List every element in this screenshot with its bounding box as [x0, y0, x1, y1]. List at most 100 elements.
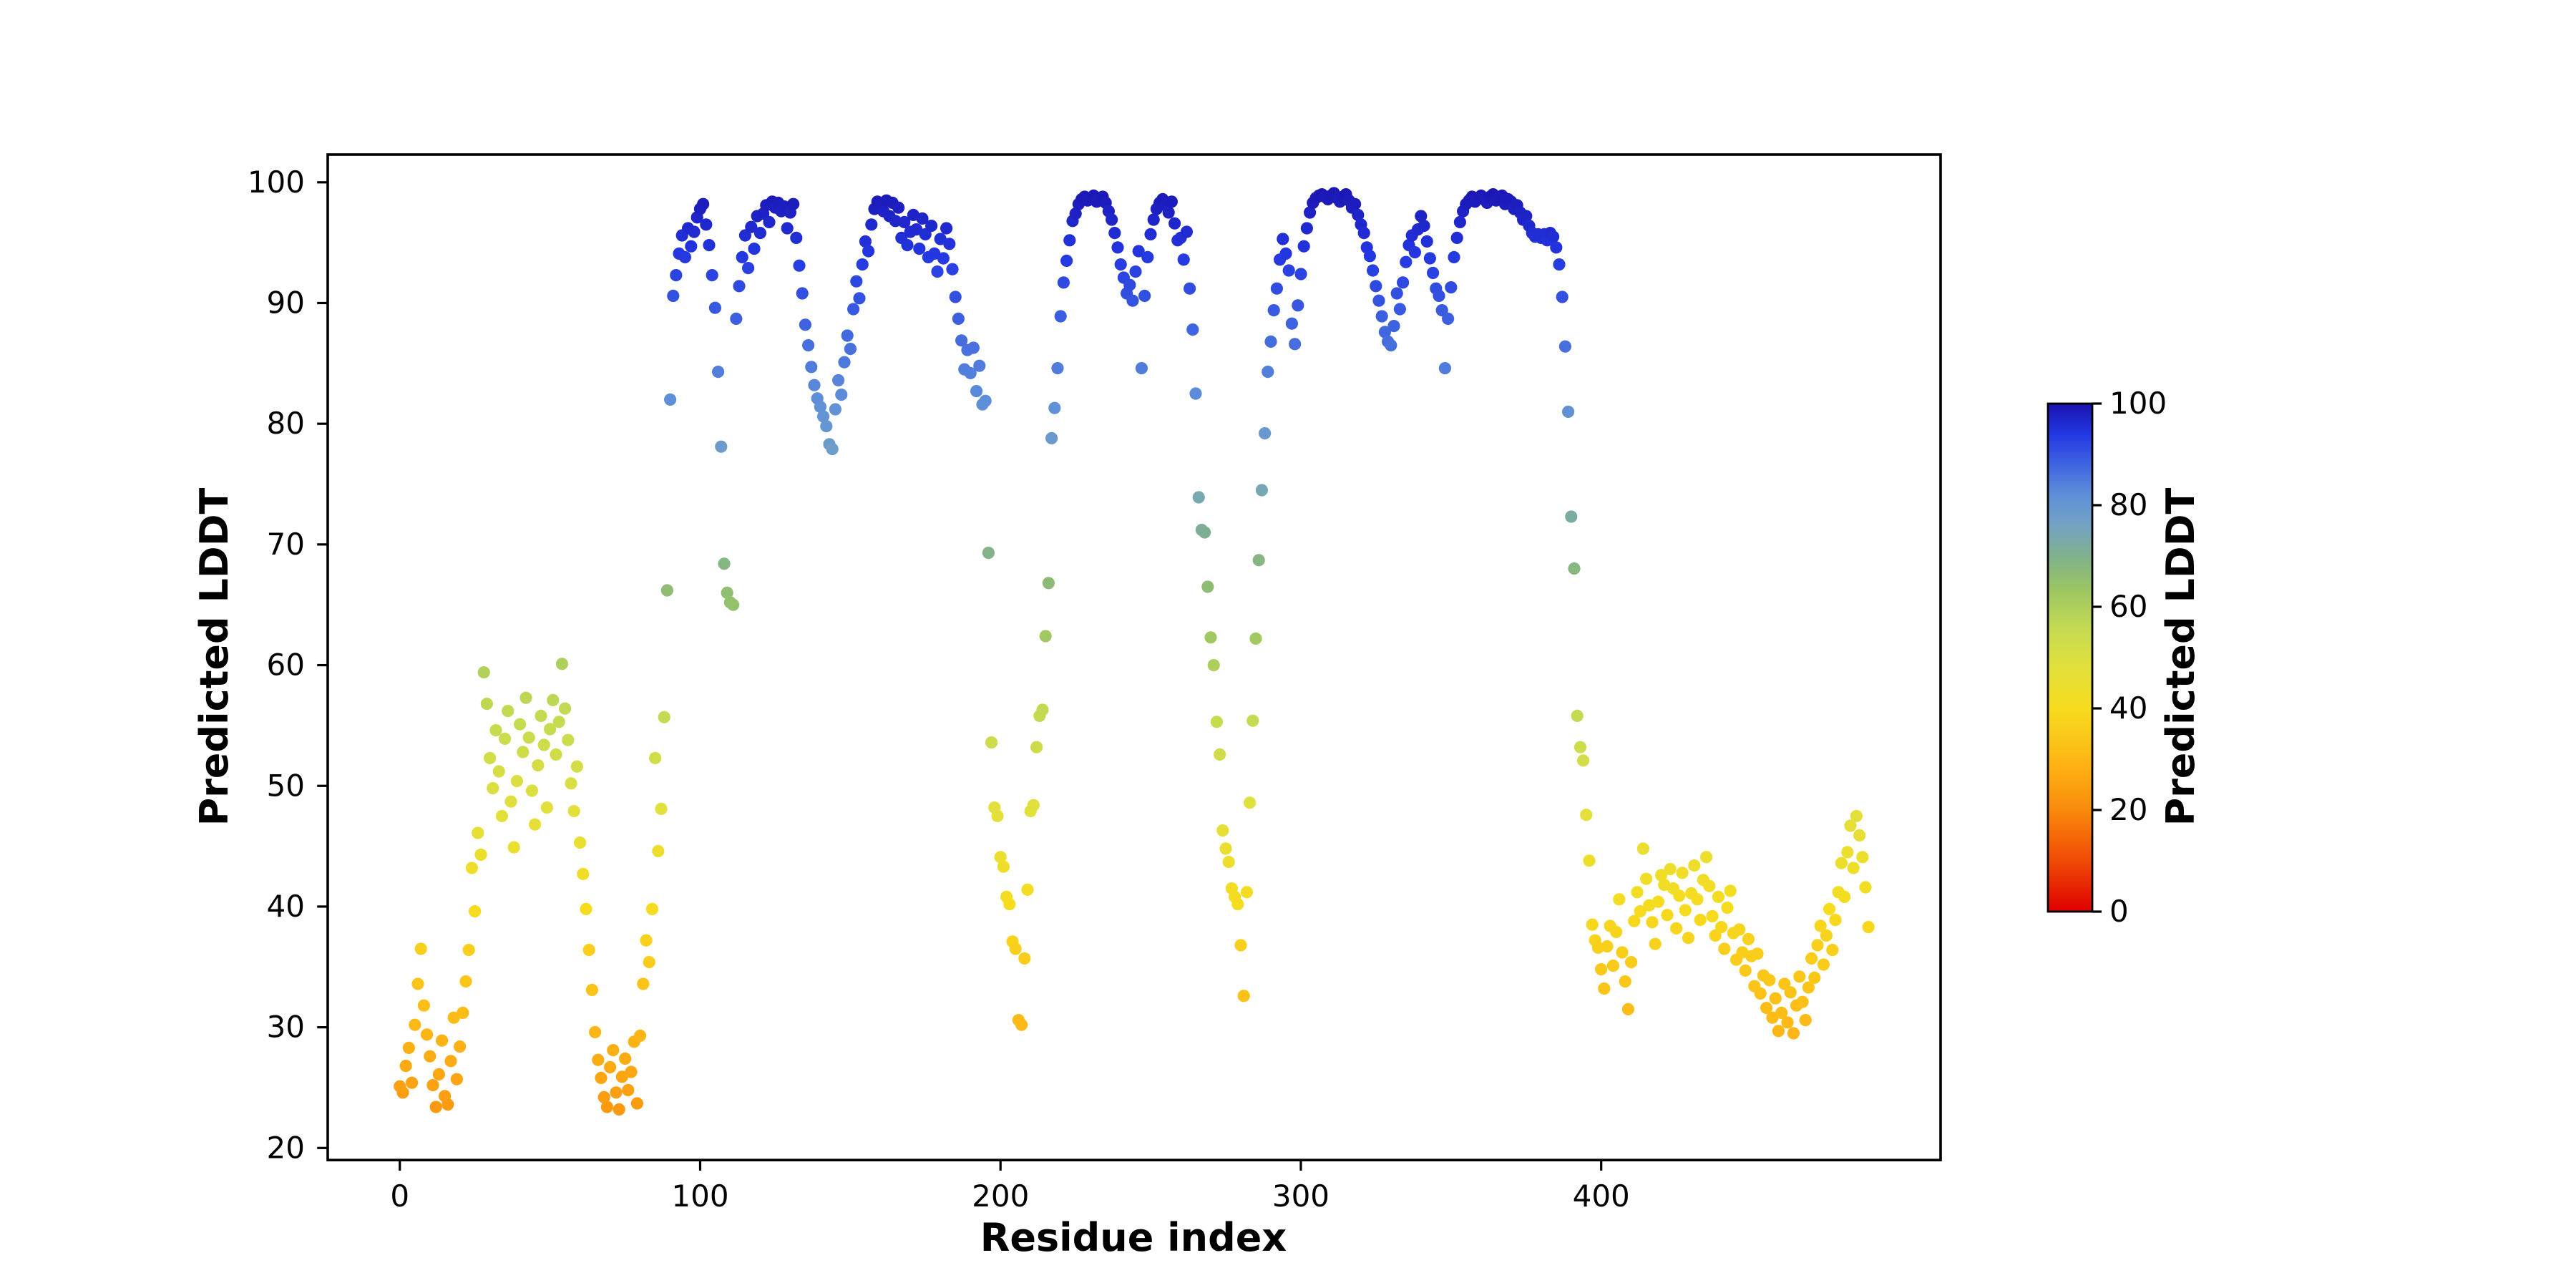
data-point: [1649, 937, 1662, 950]
data-point: [910, 223, 923, 236]
colorbar-frame: [2046, 402, 2094, 913]
colorbar-tick-label: 20: [2109, 792, 2147, 827]
data-point: [459, 975, 472, 988]
data-point: [630, 1097, 644, 1110]
data-point: [706, 269, 718, 282]
colorbar-tick-label: 0: [2109, 894, 2129, 929]
data-point: [1565, 510, 1578, 523]
data-point: [1652, 895, 1664, 908]
data-point: [436, 1034, 449, 1047]
data-point: [1712, 890, 1724, 903]
data-point: [552, 716, 565, 728]
data-point: [790, 231, 803, 244]
data-point: [544, 723, 557, 736]
data-point: [793, 259, 806, 272]
data-point: [979, 394, 992, 407]
data-point: [625, 1065, 638, 1078]
data-point: [799, 318, 811, 331]
data-point: [934, 233, 947, 245]
data-point: [1766, 1011, 1779, 1024]
data-point: [826, 443, 839, 456]
data-point: [1255, 484, 1268, 497]
data-point: [489, 724, 502, 737]
data-point: [1042, 577, 1055, 590]
data-point: [447, 1011, 460, 1024]
data-point: [655, 802, 668, 815]
data-point: [1631, 886, 1644, 899]
x-tick-label: 200: [972, 1179, 1029, 1214]
data-point: [613, 1103, 625, 1116]
data-point: [1787, 1027, 1800, 1040]
data-point: [1598, 982, 1611, 995]
colorbar-label: Predicted LDDT: [2158, 487, 2203, 826]
data-point: [1367, 264, 1380, 277]
data-point: [1045, 431, 1058, 445]
data-point: [841, 329, 854, 342]
data-point: [559, 702, 572, 715]
data-point: [1646, 916, 1659, 929]
data-point: [507, 841, 520, 854]
data-point: [1814, 919, 1827, 932]
data-point: [916, 212, 929, 225]
data-point: [1300, 222, 1313, 235]
data-point: [510, 775, 524, 788]
colorbar: 0 20 40 60 80 100 Predicted LDDT: [2046, 386, 2203, 929]
data-point: [1009, 942, 1022, 955]
data-point: [838, 356, 851, 369]
data-point: [547, 693, 560, 707]
data-point: [444, 1055, 457, 1068]
data-point: [865, 218, 878, 231]
data-point: [1640, 872, 1653, 885]
data-point: [645, 902, 659, 915]
data-point: [688, 225, 701, 238]
data-point: [652, 844, 665, 857]
data-point: [1820, 929, 1833, 942]
data-point: [1387, 320, 1400, 333]
data-point: [721, 586, 733, 600]
data-point: [1438, 361, 1451, 375]
data-point: [1520, 210, 1533, 223]
data-point: [1165, 195, 1178, 208]
data-point: [715, 440, 728, 453]
data-point: [703, 239, 716, 252]
plot-frame: [326, 153, 1942, 1161]
data-point: [469, 905, 482, 918]
data-point: [1547, 230, 1560, 243]
data-point: [597, 1091, 610, 1103]
data-point: [1619, 975, 1631, 988]
data-point: [1214, 748, 1226, 761]
data-point: [537, 738, 550, 751]
data-point: [1838, 890, 1851, 903]
data-point: [1234, 939, 1247, 952]
data-point: [1448, 250, 1460, 263]
y-tick-label: 20: [267, 1130, 305, 1165]
data-point: [1252, 554, 1265, 567]
data-point: [607, 1044, 620, 1057]
data-point: [982, 547, 995, 560]
data-point: [748, 243, 761, 255]
data-point: [1423, 252, 1436, 265]
data-point: [1556, 291, 1568, 303]
data-point: [1184, 282, 1196, 295]
data-point: [844, 343, 857, 356]
data-point: [1057, 276, 1070, 289]
data-point: [1856, 851, 1869, 864]
data-point: [1433, 289, 1445, 302]
data-point: [1862, 921, 1875, 934]
data-point: [700, 218, 713, 231]
data-point: [742, 262, 755, 275]
colorbar-ticks: 0 20 40 60 80 100: [2092, 386, 2167, 929]
data-point: [1129, 265, 1142, 278]
data-point: [634, 1029, 647, 1042]
data-point: [1694, 914, 1707, 927]
x-tick-label: 400: [1573, 1179, 1630, 1214]
data-point: [577, 867, 590, 880]
data-point: [643, 956, 655, 969]
data-point: [1207, 659, 1220, 672]
data-point: [1180, 225, 1193, 238]
data-point: [670, 269, 683, 282]
data-point: [1060, 254, 1073, 267]
data-point: [1445, 281, 1458, 294]
data-point: [480, 698, 494, 711]
colorbar-tick-label: 100: [2109, 386, 2167, 421]
